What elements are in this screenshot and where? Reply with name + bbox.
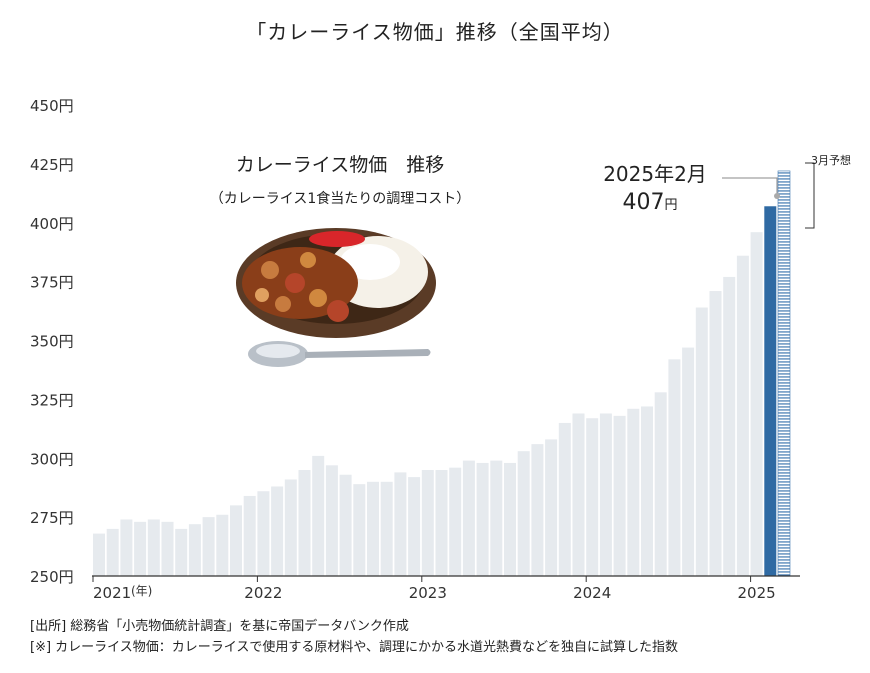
bar — [243, 495, 256, 576]
bar — [161, 521, 174, 576]
bar — [723, 276, 736, 576]
bar — [120, 519, 133, 576]
bar — [394, 472, 407, 576]
bar — [517, 451, 530, 576]
bar — [558, 422, 571, 576]
bar — [599, 413, 612, 576]
y-tick-label: 350円 — [30, 333, 74, 351]
bar — [353, 484, 366, 576]
bar — [627, 408, 640, 576]
bar — [284, 479, 297, 576]
bar — [106, 528, 119, 576]
bar-highlight — [764, 206, 777, 576]
bar — [216, 514, 229, 576]
source-note: [出所] 総務省「小売物価統計調査」を基に帝国データバンク作成 — [30, 619, 409, 634]
bar — [134, 521, 147, 576]
bar — [298, 470, 311, 576]
y-tick-label: 300円 — [30, 450, 74, 468]
curry-plate-illustration — [236, 228, 436, 367]
bar — [654, 392, 667, 576]
bar — [408, 477, 421, 576]
bar — [531, 444, 544, 576]
callout-unit: 円 — [664, 198, 678, 213]
bar — [230, 505, 242, 576]
y-tick-label: 425円 — [30, 156, 74, 174]
bar — [545, 439, 558, 576]
definition-note: [※] カレーライス物価：カレーライスで使用する原材料や、調理にかかる水道光熱費… — [30, 640, 678, 655]
bar — [490, 460, 503, 576]
callout-value-wrap: 407円 — [590, 190, 710, 215]
bar — [504, 462, 516, 576]
bar — [257, 491, 270, 576]
bar — [435, 470, 448, 576]
bar — [750, 232, 763, 577]
bar — [449, 467, 462, 576]
y-tick-label: 400円 — [30, 215, 74, 233]
bar — [339, 474, 352, 576]
x-axis-unit-label: (年) — [131, 584, 152, 598]
y-tick-label: 325円 — [30, 391, 74, 409]
bar — [421, 470, 434, 576]
x-tick-label: 2022 — [244, 584, 282, 602]
bar — [572, 413, 585, 576]
y-axis: 250円 275円 300円 325円 350円 375円 400円 425円 450円 — [30, 97, 74, 586]
bar — [202, 517, 215, 576]
y-tick-label: 450円 — [30, 97, 74, 115]
bar — [175, 528, 188, 576]
bar — [367, 481, 379, 576]
x-tick-label: 2021 — [93, 584, 131, 602]
callout-value: 407 — [622, 190, 665, 215]
y-tick-label: 250円 — [30, 568, 74, 586]
bar — [93, 533, 105, 576]
bar — [736, 255, 749, 576]
callout-leader-line — [722, 177, 778, 196]
bar — [613, 415, 626, 576]
bar — [641, 406, 653, 576]
x-tick-label: 2025 — [738, 584, 776, 602]
bar — [682, 347, 695, 576]
bar — [462, 460, 475, 576]
bar — [586, 418, 599, 576]
chart-title: 「カレーライス物価」推移（全国平均） — [246, 20, 624, 44]
bar — [668, 359, 681, 576]
inset-title: カレーライス物価 推移 — [235, 154, 445, 176]
x-tick-label: 2023 — [409, 584, 447, 602]
forecast-bracket — [805, 162, 815, 229]
y-tick-label: 375円 — [30, 274, 74, 292]
bar — [147, 519, 160, 576]
bar — [325, 465, 338, 576]
bar — [380, 481, 393, 576]
y-tick-label: 275円 — [30, 509, 74, 527]
bar — [476, 462, 489, 576]
bar — [188, 524, 201, 576]
bar — [695, 307, 708, 576]
forecast-label: 3月予想 — [811, 154, 851, 167]
x-axis: 2021 (年) 2022 2023 2024 2025 — [92, 575, 800, 602]
callout-dot — [774, 193, 780, 199]
x-tick-label: 2024 — [573, 584, 611, 602]
bar — [271, 486, 284, 576]
callout-date: 2025年2月 — [603, 162, 707, 186]
inset-subtitle: （カレーライス1食当たりの調理コスト） — [209, 191, 471, 207]
bar — [709, 291, 722, 576]
bar — [312, 455, 325, 576]
bars — [93, 170, 791, 577]
